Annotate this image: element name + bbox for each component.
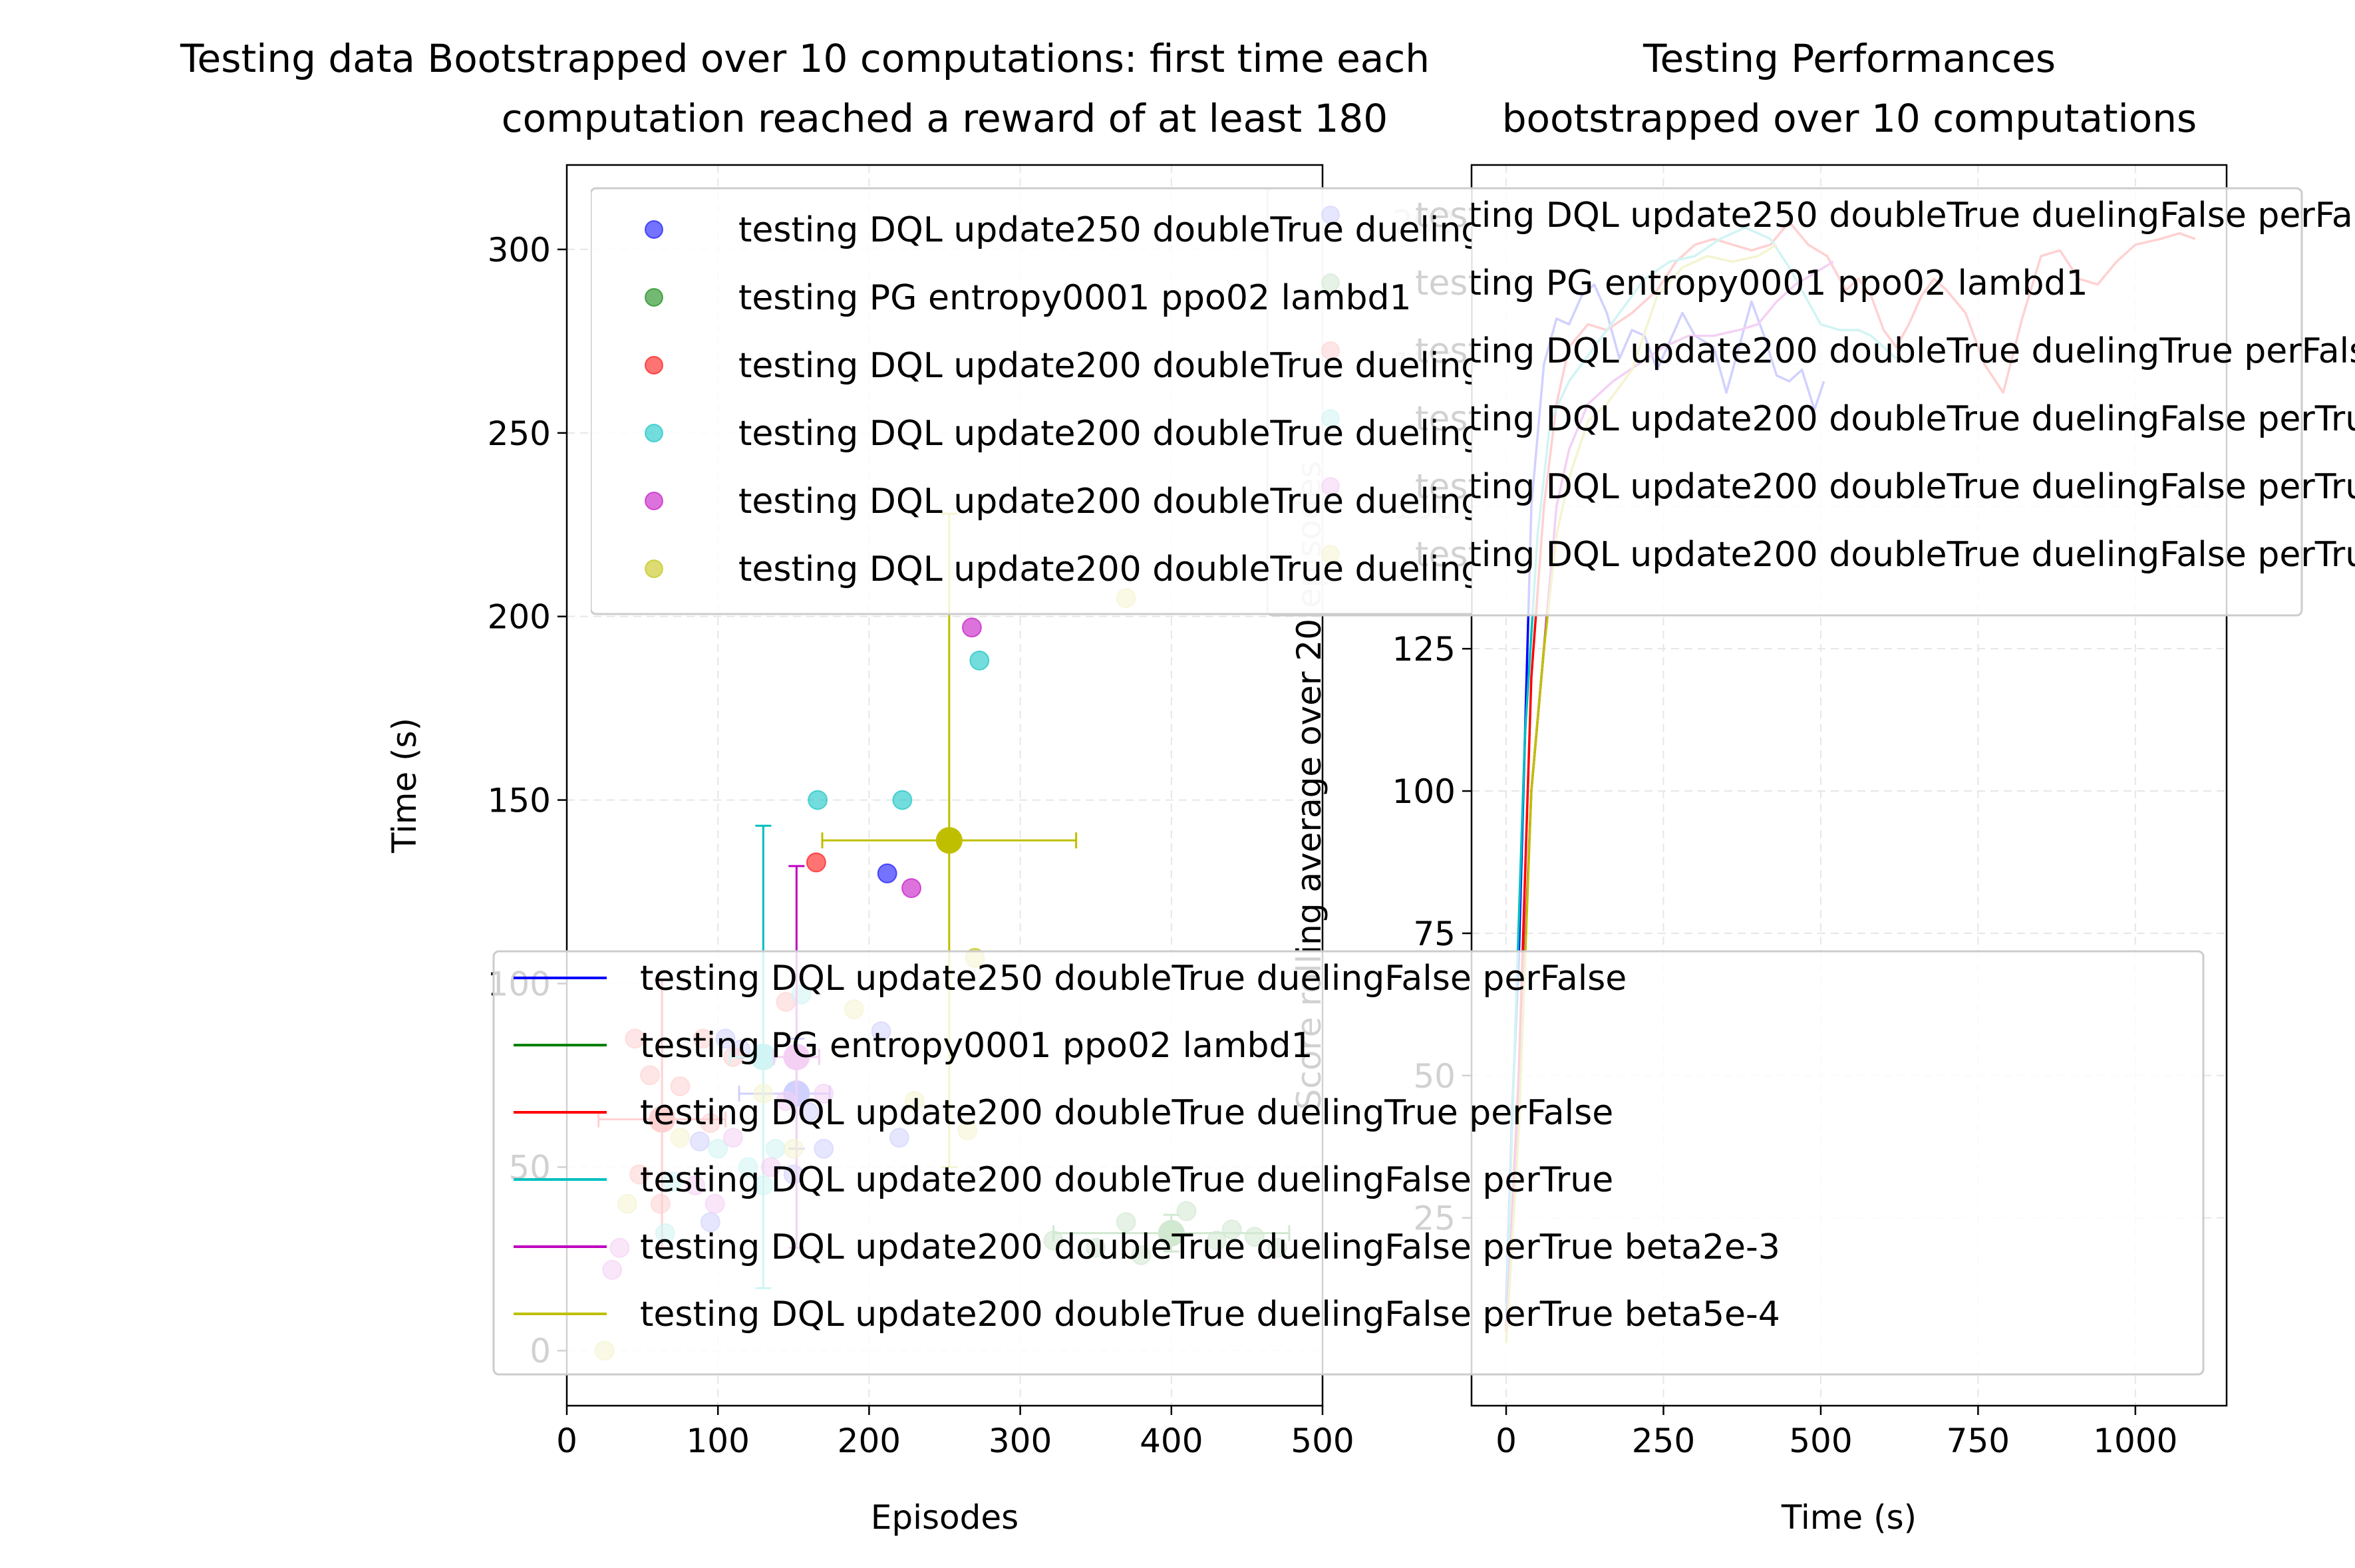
legend-label: testing DQL update200 doubleTrue dueling… [640,1227,1780,1267]
right-xtick-label: 250 [1632,1422,1695,1460]
legend-label: testing DQL update200 doubleTrue dueling… [1415,399,2355,439]
legend-marker [645,559,663,578]
legend-label: testing PG entropy0001 ppo02 lambd1 [1415,263,2088,303]
right-xtick-label: 0 [1495,1422,1517,1460]
legend-label: testing DQL update200 doubleTrue dueling… [1415,535,2355,575]
right-chart-frame [1470,164,2228,1407]
right-chart-title-line1: Testing Performances [1643,36,2056,81]
legend-label: testing DQL update250 doubleTrue dueling… [738,210,1725,250]
legend-marker [645,424,663,442]
legend-label: testing DQL update200 doubleTrue dueling… [1415,331,2355,371]
left-xtick-label: 400 [1140,1422,1203,1460]
left-ytick-label: 250 [488,414,551,453]
legend-marker [645,288,663,307]
left-xtick-label: 200 [838,1422,901,1460]
scatter-point [808,790,828,810]
scatter-point [969,650,990,671]
left-xtick-label: 100 [686,1422,749,1460]
left-chart-ylabel: Time (s) [385,718,424,854]
legend-marker [645,492,663,510]
scatter-point [961,617,982,638]
legend-label: testing DQL update250 doubleTrue dueling… [640,959,1627,999]
left-ytick-label: 300 [488,231,551,269]
right-ytick-label: 75 [1413,915,1456,953]
left-chart-ticks: 0100200300400500050100150200250300 [488,231,1354,1460]
legend-label: testing DQL update200 doubleTrue dueling… [738,482,1879,522]
legend-marker [645,356,663,375]
legend-label: testing DQL update200 doubleTrue dueling… [640,1295,1780,1334]
legend-box [591,187,1472,615]
right-ytick-label: 100 [1392,772,1456,811]
right-xtick-label: 750 [1947,1422,2010,1460]
left-xtick-label: 0 [556,1422,577,1460]
right-chart-legend: testing DQL update250 doubleTrue dueling… [1266,187,2355,617]
right-xtick-label: 500 [1789,1422,1852,1460]
legend-label: testing DQL update200 doubleTrue dueling… [640,1093,1613,1133]
right-chart-xlabel: Time (s) [1781,1498,1917,1537]
left-ytick-label: 150 [488,782,551,820]
legend-label: testing DQL update200 doubleTrue dueling… [738,346,1712,386]
left-xtick-label: 500 [1291,1422,1354,1460]
left-chart-title-line1: Testing data Bootstrapped over 10 comput… [180,36,1430,81]
scatter-point [892,790,913,810]
left-chart-legend: testing DQL update250 doubleTrue dueling… [492,187,2205,1376]
legend-label: testing DQL update250 doubleTrue dueling… [1415,196,2355,235]
left-chart-xlabel: Episodes [871,1498,1019,1537]
legend-marker [645,220,663,239]
right-ytick-label: 125 [1392,630,1456,669]
left-chart-title-line2: computation reached a reward of at least… [502,96,1388,141]
legend-label: testing PG entropy0001 ppo02 lambd1 [738,278,1412,318]
right-chart-title-line2: bootstrapped over 10 computations [1502,96,2197,141]
mean-point [935,827,963,854]
scatter-point [901,877,922,898]
scatter-point [806,852,826,873]
legend-box [492,950,2205,1376]
left-xtick-label: 300 [989,1422,1052,1460]
legend-label: testing PG entropy0001 ppo02 lambd1 [640,1026,1313,1066]
left-ytick-label: 200 [488,598,551,637]
right-xtick-label: 1000 [2093,1422,2177,1460]
legend-label: testing DQL update200 doubleTrue dueling… [1415,467,2355,507]
left-chart-frame [565,164,1324,1407]
legend-label: testing DQL update200 doubleTrue dueling… [738,414,1712,454]
legend-label: testing DQL update200 doubleTrue dueling… [738,549,1879,589]
scatter-point [877,863,897,883]
left-scatter-legend: testing DQL update250 doubleTrue dueling… [591,187,1879,615]
legend-label: testing DQL update200 doubleTrue dueling… [640,1160,1613,1200]
